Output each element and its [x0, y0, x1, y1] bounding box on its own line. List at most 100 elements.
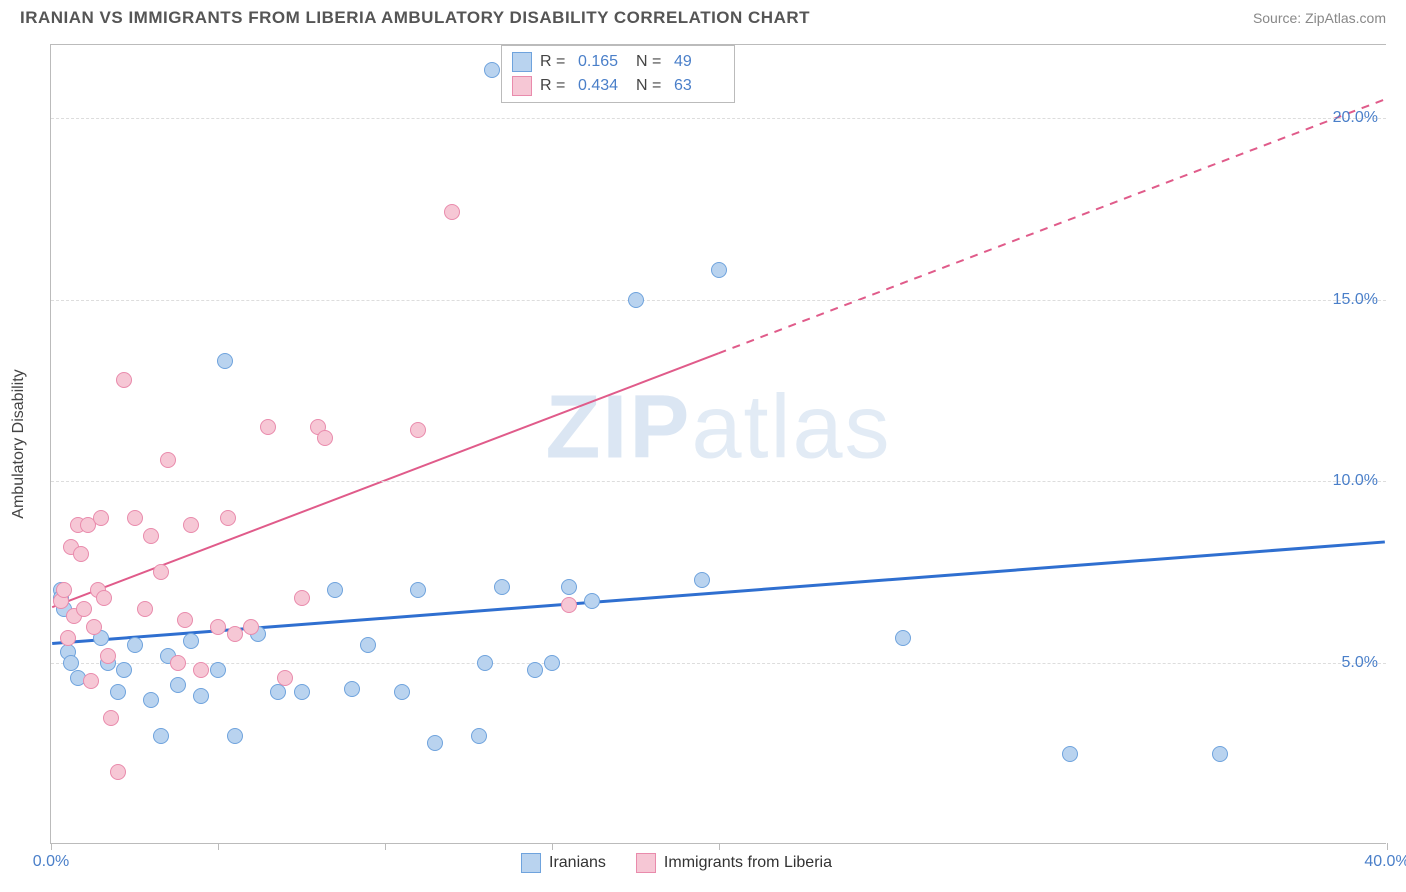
data-point: [210, 619, 226, 635]
data-point: [527, 662, 543, 678]
trend-lines-layer: [51, 45, 1386, 843]
data-point: [110, 764, 126, 780]
gridline: [51, 118, 1386, 119]
data-point: [1062, 746, 1078, 762]
data-point: [711, 262, 727, 278]
n-value-series-1: 63: [674, 77, 724, 95]
data-point: [127, 510, 143, 526]
data-point: [170, 655, 186, 671]
data-point: [177, 612, 193, 628]
data-point: [60, 630, 76, 646]
correlation-stats-box: R = 0.165 N = 49 R = 0.434 N = 63: [501, 45, 735, 103]
data-point: [544, 655, 560, 671]
scatter-chart: ZIPatlas Ambulatory Disability R = 0.165…: [50, 44, 1386, 844]
watermark-bold: ZIP: [545, 378, 691, 478]
data-point: [628, 292, 644, 308]
swatch-series-1: [512, 76, 532, 96]
data-point: [183, 517, 199, 533]
data-point: [210, 662, 226, 678]
data-point: [143, 528, 159, 544]
data-point: [410, 582, 426, 598]
data-point: [116, 662, 132, 678]
data-point: [694, 572, 710, 588]
x-tick: [552, 843, 553, 850]
data-point: [76, 601, 92, 617]
stats-row-series-1: R = 0.434 N = 63: [512, 74, 724, 98]
y-tick-label: 20.0%: [1333, 109, 1378, 127]
data-point: [110, 684, 126, 700]
data-point: [227, 626, 243, 642]
data-point: [193, 688, 209, 704]
data-point: [561, 579, 577, 595]
data-point: [183, 633, 199, 649]
n-label: N =: [636, 77, 666, 95]
data-point: [160, 452, 176, 468]
data-point: [83, 673, 99, 689]
data-point: [96, 590, 112, 606]
legend-item-1: Immigrants from Liberia: [636, 853, 832, 873]
y-tick-label: 15.0%: [1333, 291, 1378, 309]
chart-header: IRANIAN VS IMMIGRANTS FROM LIBERIA AMBUL…: [0, 0, 1406, 36]
data-point: [86, 619, 102, 635]
data-point: [170, 677, 186, 693]
data-point: [477, 655, 493, 671]
gridline: [51, 300, 1386, 301]
r-value-series-0: 0.165: [578, 53, 628, 71]
data-point: [100, 648, 116, 664]
data-point: [327, 582, 343, 598]
data-point: [360, 637, 376, 653]
data-point: [260, 419, 276, 435]
legend-label-1: Immigrants from Liberia: [664, 854, 832, 872]
data-point: [494, 579, 510, 595]
x-tick: [719, 843, 720, 850]
data-point: [895, 630, 911, 646]
data-point: [220, 510, 236, 526]
r-label: R =: [540, 77, 570, 95]
data-point: [410, 422, 426, 438]
x-tick: [385, 843, 386, 850]
data-point: [344, 681, 360, 697]
legend-swatch-0: [521, 853, 541, 873]
data-point: [217, 353, 233, 369]
data-point: [143, 692, 159, 708]
stats-row-series-0: R = 0.165 N = 49: [512, 50, 724, 74]
data-point: [227, 728, 243, 744]
data-point: [243, 619, 259, 635]
chart-title: IRANIAN VS IMMIGRANTS FROM LIBERIA AMBUL…: [20, 8, 810, 28]
data-point: [153, 728, 169, 744]
data-point: [561, 597, 577, 613]
watermark-light: atlas: [691, 378, 891, 478]
data-point: [444, 204, 460, 220]
legend-item-0: Iranians: [521, 853, 606, 873]
x-tick-label: 0.0%: [33, 853, 69, 871]
data-point: [394, 684, 410, 700]
data-point: [277, 670, 293, 686]
data-point: [484, 62, 500, 78]
swatch-series-0: [512, 52, 532, 72]
gridline: [51, 481, 1386, 482]
y-tick-label: 10.0%: [1333, 472, 1378, 490]
legend: Iranians Immigrants from Liberia: [521, 853, 832, 873]
r-value-series-1: 0.434: [578, 77, 628, 95]
data-point: [153, 564, 169, 580]
data-point: [471, 728, 487, 744]
r-label: R =: [540, 53, 570, 71]
x-tick: [51, 843, 52, 850]
source-attribution: Source: ZipAtlas.com: [1253, 10, 1386, 26]
x-tick-label: 40.0%: [1364, 853, 1406, 871]
legend-swatch-1: [636, 853, 656, 873]
data-point: [116, 372, 132, 388]
data-point: [584, 593, 600, 609]
data-point: [56, 582, 72, 598]
x-tick: [1387, 843, 1388, 850]
x-tick: [218, 843, 219, 850]
legend-label-0: Iranians: [549, 854, 606, 872]
n-label: N =: [636, 53, 666, 71]
watermark: ZIPatlas: [545, 377, 891, 480]
data-point: [137, 601, 153, 617]
data-point: [294, 590, 310, 606]
y-tick-label: 5.0%: [1342, 654, 1378, 672]
data-point: [270, 684, 286, 700]
data-point: [103, 710, 119, 726]
data-point: [427, 735, 443, 751]
